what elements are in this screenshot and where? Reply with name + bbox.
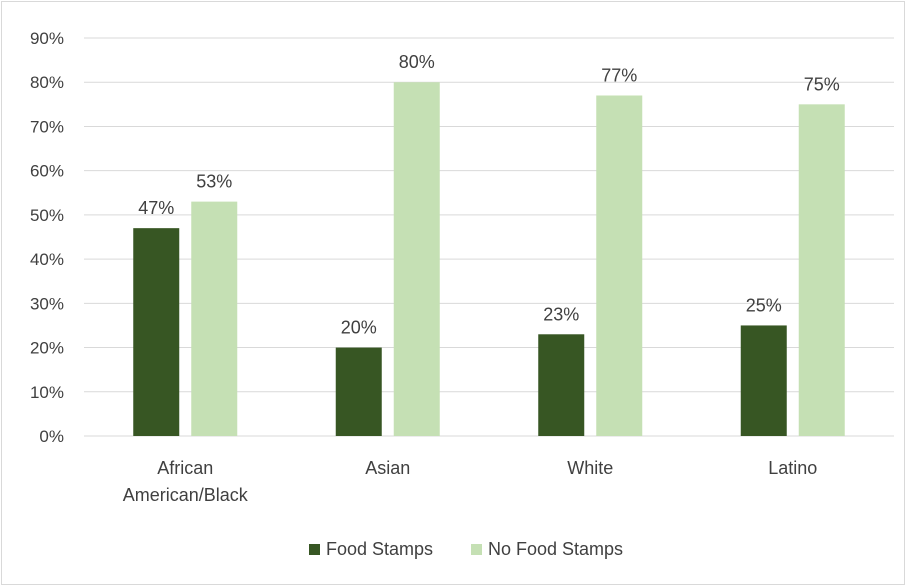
x-category-label: Asian [365, 458, 410, 478]
y-tick-label: 50% [30, 206, 64, 225]
data-label: 25% [746, 295, 782, 315]
y-tick-label: 70% [30, 117, 64, 136]
x-category-label: African [157, 458, 213, 478]
data-label: 75% [804, 74, 840, 94]
bar-food-stamps-2 [538, 334, 585, 436]
y-tick-label: 30% [30, 294, 64, 313]
y-tick-label: 20% [30, 339, 64, 358]
y-tick-label: 60% [30, 162, 64, 181]
bar-no-food-stamps-3 [798, 104, 845, 436]
bar-food-stamps-3 [740, 325, 787, 436]
legend-swatch-no-food-stamps [471, 544, 482, 555]
data-label: 77% [601, 65, 637, 85]
x-category-label: American/Black [123, 485, 249, 505]
bar-food-stamps-1 [335, 347, 382, 436]
y-tick-label: 40% [30, 250, 64, 269]
bar-food-stamps-0 [133, 228, 180, 436]
y-tick-label: 0% [39, 427, 64, 446]
y-tick-label: 90% [30, 29, 64, 48]
legend-swatch-food-stamps [309, 544, 320, 555]
x-category-label: Latino [768, 458, 817, 478]
data-label: 23% [543, 304, 579, 324]
bar-no-food-stamps-2 [596, 95, 643, 436]
bar-no-food-stamps-1 [393, 82, 440, 436]
legend-label: Food Stamps [326, 539, 433, 559]
data-label: 80% [399, 52, 435, 72]
x-category-label: White [567, 458, 613, 478]
data-label: 20% [341, 318, 377, 338]
bar-no-food-stamps-0 [191, 201, 238, 436]
y-tick-label: 80% [30, 73, 64, 92]
legend-label: No Food Stamps [488, 539, 623, 559]
y-tick-label: 10% [30, 383, 64, 402]
data-label: 53% [196, 172, 232, 192]
data-label: 47% [138, 198, 174, 218]
